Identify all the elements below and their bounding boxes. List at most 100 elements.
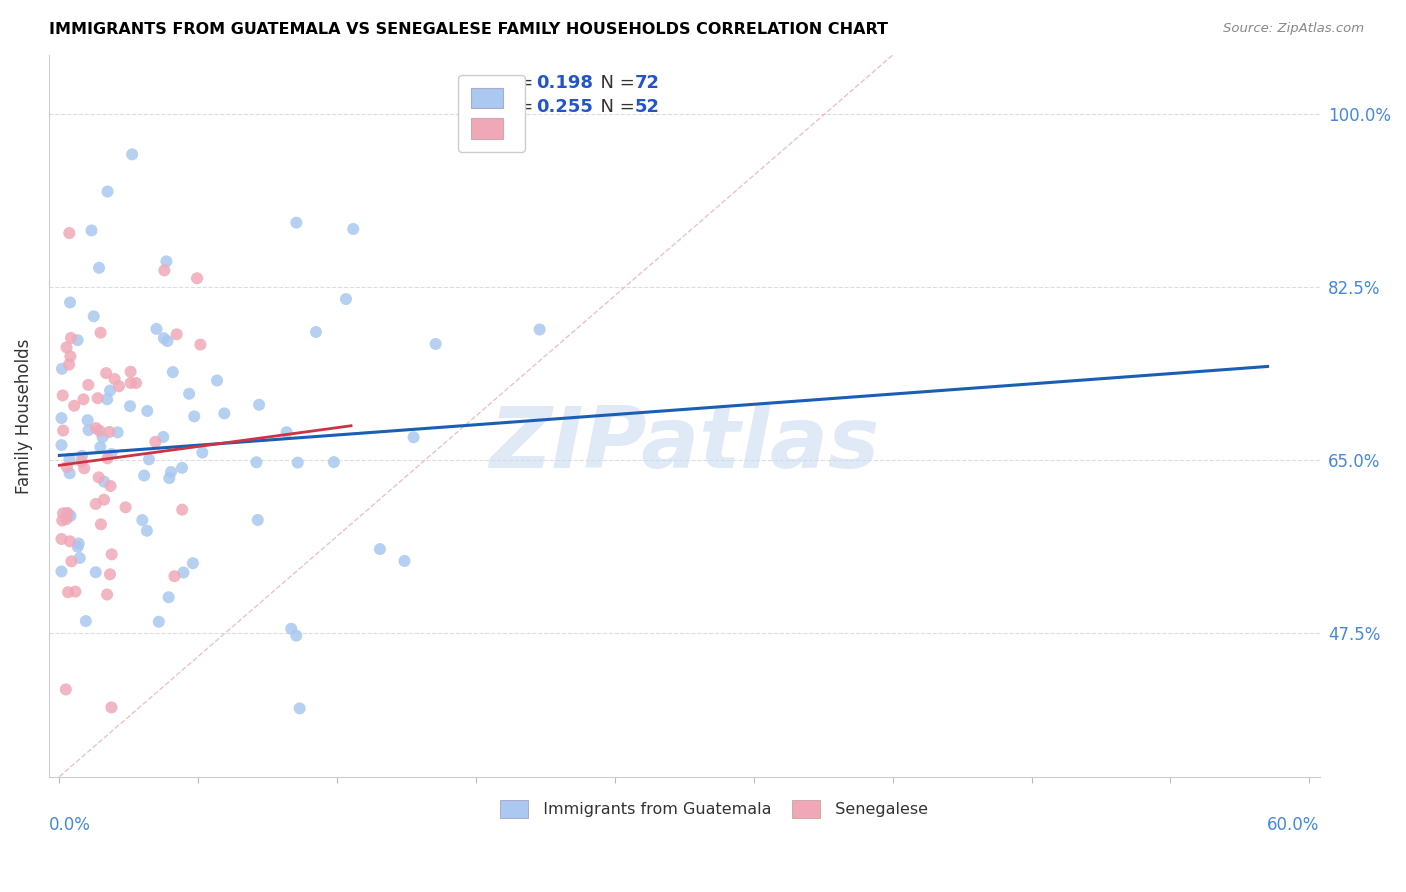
Point xyxy=(66,333,89,347)
Point xyxy=(55,340,77,354)
Point xyxy=(152,430,174,444)
Point xyxy=(66,540,89,554)
Point xyxy=(98,425,121,439)
Point xyxy=(52,506,75,520)
Point xyxy=(177,386,200,401)
Point xyxy=(285,629,308,643)
Point xyxy=(120,365,142,379)
Point xyxy=(60,554,83,568)
Point xyxy=(100,447,122,461)
Point xyxy=(51,411,73,425)
Text: ZIPatlas: ZIPatlas xyxy=(489,403,879,486)
Legend: , : , xyxy=(458,75,524,152)
Point xyxy=(172,566,194,580)
Point xyxy=(402,430,425,444)
Point xyxy=(104,372,127,386)
Point xyxy=(52,424,75,438)
FancyBboxPatch shape xyxy=(501,800,529,819)
Point xyxy=(76,413,98,427)
Point xyxy=(63,399,86,413)
Point xyxy=(160,465,183,479)
Point xyxy=(183,409,205,424)
Point xyxy=(100,547,122,561)
Point xyxy=(58,226,80,240)
Point xyxy=(51,513,73,527)
Text: R =: R = xyxy=(501,73,538,92)
Point xyxy=(166,327,188,342)
Point xyxy=(59,331,82,345)
Point xyxy=(153,263,176,277)
Point xyxy=(96,451,118,466)
Point xyxy=(288,701,311,715)
Point xyxy=(56,506,79,520)
Point xyxy=(335,292,357,306)
Point xyxy=(100,700,122,714)
Point xyxy=(52,388,75,402)
Point xyxy=(131,513,153,527)
Text: Immigrants from Guatemala: Immigrants from Guatemala xyxy=(533,802,772,817)
Point xyxy=(136,404,159,418)
Point xyxy=(96,185,118,199)
Point xyxy=(98,384,121,398)
Point xyxy=(245,455,267,469)
Text: R =: R = xyxy=(501,98,538,116)
Point xyxy=(86,391,108,405)
Point xyxy=(51,438,73,452)
Point xyxy=(155,254,177,268)
FancyBboxPatch shape xyxy=(793,800,820,819)
Point xyxy=(84,566,107,580)
Text: 72: 72 xyxy=(634,73,659,92)
Text: 0.255: 0.255 xyxy=(536,98,592,116)
Point xyxy=(280,622,302,636)
Point xyxy=(59,467,82,481)
Point xyxy=(107,425,129,440)
Point xyxy=(89,424,111,438)
Point xyxy=(394,554,416,568)
Point xyxy=(100,479,122,493)
Point xyxy=(529,322,551,336)
Point xyxy=(96,392,118,407)
Point xyxy=(93,492,115,507)
Point xyxy=(89,440,111,454)
Point xyxy=(73,461,96,475)
Point xyxy=(55,682,77,697)
Point xyxy=(157,471,180,485)
Point xyxy=(51,361,73,376)
Point xyxy=(246,513,269,527)
Point xyxy=(56,459,79,474)
Point xyxy=(186,271,208,285)
Point xyxy=(51,532,73,546)
Point xyxy=(114,500,136,515)
Point xyxy=(72,392,94,407)
Point xyxy=(305,325,328,339)
Point xyxy=(205,374,228,388)
Point xyxy=(163,569,186,583)
Point xyxy=(90,517,112,532)
Point xyxy=(287,456,309,470)
Point xyxy=(170,460,193,475)
Point xyxy=(83,310,105,324)
Point xyxy=(285,216,308,230)
Point xyxy=(191,445,214,459)
Point xyxy=(80,223,103,237)
Point xyxy=(148,615,170,629)
Text: N =: N = xyxy=(589,98,641,116)
Y-axis label: Family Households: Family Households xyxy=(15,338,32,493)
Point xyxy=(59,350,82,364)
Point xyxy=(93,475,115,489)
Point xyxy=(75,614,97,628)
Point xyxy=(135,524,157,538)
Point xyxy=(59,295,82,310)
Point xyxy=(425,337,447,351)
Text: IMMIGRANTS FROM GUATEMALA VS SENEGALESE FAMILY HOUSEHOLDS CORRELATION CHART: IMMIGRANTS FROM GUATEMALA VS SENEGALESE … xyxy=(49,22,889,37)
Point xyxy=(121,147,143,161)
Point xyxy=(77,423,100,437)
Point xyxy=(58,451,80,466)
Point xyxy=(91,430,114,444)
Point xyxy=(56,585,79,599)
Text: Senegalese: Senegalese xyxy=(825,802,928,817)
Point xyxy=(59,508,82,523)
Point xyxy=(118,399,141,413)
Point xyxy=(145,322,167,336)
Point xyxy=(58,508,80,522)
